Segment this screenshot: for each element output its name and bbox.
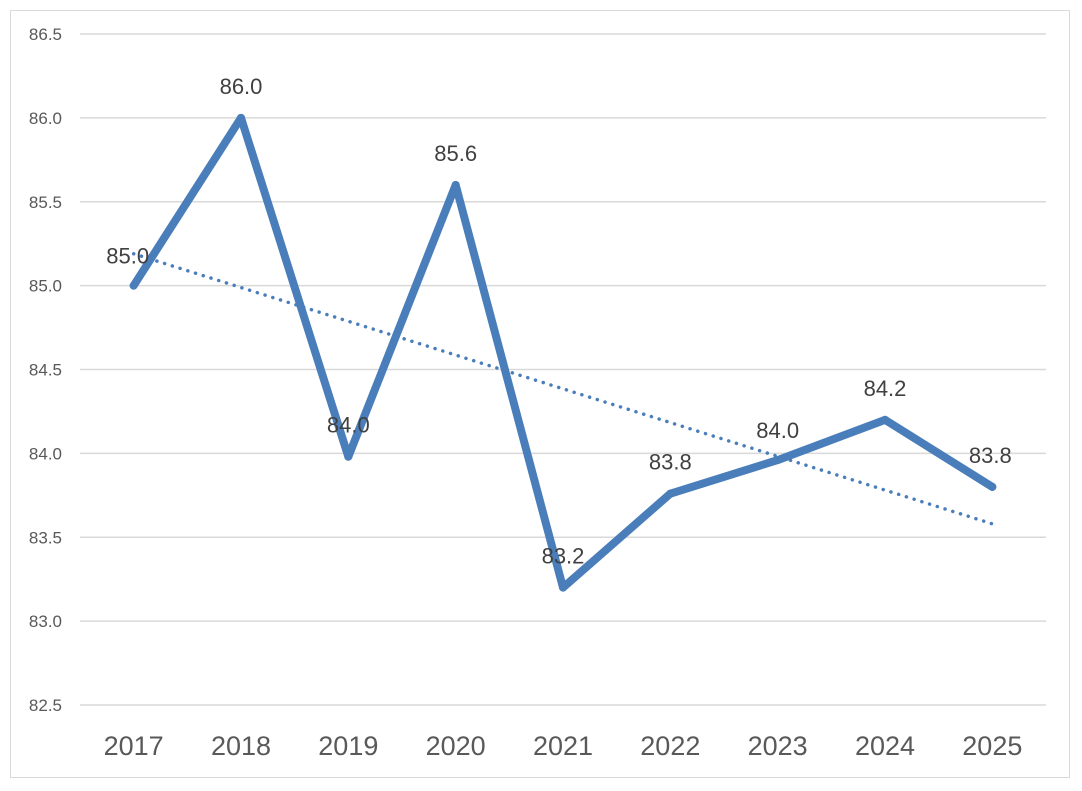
x-tick-label: 2024 <box>855 731 915 761</box>
y-axis-ticks: 82.5 83.0 83.5 84.0 84.5 85.0 85.5 86.0 86.5 <box>29 25 62 715</box>
data-point <box>129 281 138 290</box>
data-label: 83.2 <box>542 544 585 569</box>
x-tick-label: 2025 <box>962 731 1022 761</box>
y-tick-label: 82.5 <box>29 696 62 715</box>
chart-frame <box>10 10 1070 778</box>
x-tick-label: 2020 <box>426 731 486 761</box>
data-point <box>237 113 245 122</box>
y-tick-label: 84.0 <box>29 444 62 463</box>
y-tick-label: 85.5 <box>29 193 62 212</box>
gridlines <box>80 33 1046 706</box>
data-label: 86.0 <box>220 74 263 99</box>
series-group <box>129 113 997 592</box>
data-label: 84.0 <box>327 413 370 438</box>
y-tick-label: 86.5 <box>29 25 62 44</box>
data-label: 83.8 <box>649 450 692 475</box>
x-tick-label: 2017 <box>104 731 164 761</box>
data-point <box>881 415 889 424</box>
data-label: 83.8 <box>969 443 1012 468</box>
data-point <box>666 489 675 498</box>
data-point <box>559 583 567 592</box>
y-tick-label: 83.0 <box>29 612 62 631</box>
y-tick-label: 85.0 <box>29 277 62 296</box>
x-tick-label: 2022 <box>640 731 700 761</box>
data-point <box>344 452 353 461</box>
data-labels: 85.0 86.0 84.0 85.6 83.2 83.8 84.0 84.2 83.8 <box>106 74 1011 569</box>
y-tick-label: 86.0 <box>29 109 62 128</box>
data-label: 85.6 <box>434 141 477 166</box>
y-tick-label: 83.5 <box>29 528 62 547</box>
x-tick-label: 2018 <box>211 731 271 761</box>
x-tick-label: 2021 <box>533 731 593 761</box>
x-axis-ticks: 2017 2018 2019 2020 2021 2022 2023 2024 2025 <box>104 731 1023 761</box>
data-point <box>988 482 997 491</box>
series-line <box>129 113 997 592</box>
data-label: 85.0 <box>106 244 149 269</box>
x-tick-label: 2023 <box>748 731 808 761</box>
x-tick-label: 2019 <box>318 731 378 761</box>
y-tick-label: 84.5 <box>29 361 62 380</box>
data-label: 84.0 <box>756 418 799 443</box>
data-point <box>451 180 460 189</box>
data-label: 84.2 <box>864 376 907 401</box>
data-point <box>773 456 782 465</box>
